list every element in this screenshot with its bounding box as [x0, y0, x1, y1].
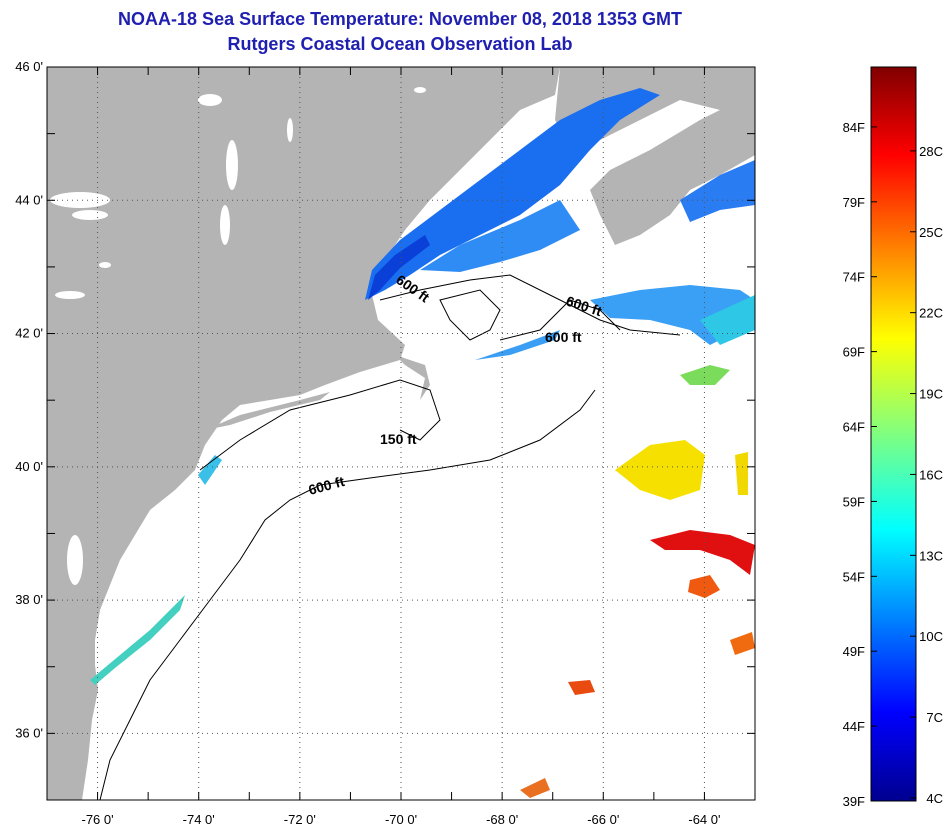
sst-yellow-east	[735, 452, 748, 495]
colorbar	[870, 66, 917, 802]
colorbar-c-label: 4C	[926, 791, 943, 806]
sst-scotian-shelf	[680, 160, 755, 222]
sst-red-patch	[650, 530, 755, 575]
colorbar-labels: 84F 79F 74F 69F 64F 59F 54F 49F 44F 39F 28C 25C 22C 1…	[843, 120, 943, 809]
colorbar-c-label: 19C	[919, 387, 943, 402]
colorbar-f-label: 79F	[843, 195, 865, 210]
colorbar-f-label: 44F	[843, 719, 865, 734]
sst-orange-patch-4	[520, 778, 550, 798]
lon-tick-label: -76 0'	[82, 812, 114, 827]
lat-tick-label: 46 0'	[15, 59, 43, 74]
axis-ticks	[47, 67, 755, 800]
colorbar-f-label: 64F	[843, 420, 865, 435]
depth-contours	[99, 274, 681, 800]
lat-tick-label: 40 0'	[15, 459, 43, 474]
lon-tick-label: -66 0'	[587, 812, 619, 827]
land-cape-cod	[395, 355, 430, 400]
colorbar-c-label: 7C	[926, 710, 943, 725]
colorbar-f-label: 39F	[843, 794, 865, 809]
sst-nearshore-dark-blue	[368, 235, 430, 300]
colorbar-f-label: 54F	[843, 569, 865, 584]
colorbar-f-label: 69F	[843, 345, 865, 360]
colorbar-f-label: 74F	[843, 270, 865, 285]
contour-label: 150 ft	[380, 431, 417, 447]
map-title-line1: NOAA-18 Sea Surface Temperature: Novembe…	[118, 9, 682, 29]
lon-tick-label: -74 0'	[183, 812, 215, 827]
axis-tick-labels: -76 0' -74 0' -72 0' -70 0' -68 0' -66 0' -64 …	[15, 59, 720, 827]
sst-green-patch	[680, 365, 730, 385]
lat-tick-label: 36 0'	[15, 725, 43, 740]
sst-orange-patch-1	[688, 575, 720, 598]
colorbar-c-label: 13C	[919, 548, 943, 563]
lon-tick-label: -72 0'	[284, 812, 316, 827]
colorbar-c-label: 22C	[919, 306, 943, 321]
contour-label: 600 ft	[545, 329, 582, 345]
colorbar-c-label: 10C	[919, 629, 943, 644]
colorbar-f-label: 59F	[843, 494, 865, 509]
sst-coastal-cyan-nj	[198, 455, 222, 485]
lon-tick-label: -70 0'	[385, 812, 417, 827]
sst-gulf-of-maine	[365, 88, 660, 300]
colorbar-f-label: 49F	[843, 644, 865, 659]
colorbar-c-label: 16C	[919, 467, 943, 482]
sst-yellow-warm-core	[615, 440, 705, 500]
land-long-island	[205, 392, 330, 430]
lat-tick-label: 44 0'	[15, 192, 43, 207]
coordinate-grid	[47, 67, 755, 800]
colorbar-f-label: 84F	[843, 120, 865, 135]
sst-coastal-cyan-va	[90, 595, 185, 685]
lat-tick-label: 42 0'	[15, 326, 43, 341]
colorbar-c-label: 28C	[919, 144, 943, 159]
sst-orange-patch-3	[568, 680, 595, 695]
colorbar-c-label: 25C	[919, 225, 943, 240]
sst-gulf-of-maine-inner	[420, 200, 580, 272]
lon-tick-label: -68 0'	[486, 812, 518, 827]
sst-orange-patch-2	[730, 632, 755, 655]
map-title-line2: Rutgers Coastal Ocean Observation Lab	[227, 34, 573, 54]
lat-tick-label: 38 0'	[15, 592, 43, 607]
inland-lakes	[50, 87, 426, 645]
lon-tick-label: -64 0'	[688, 812, 720, 827]
sst-cyan-band	[700, 295, 755, 345]
land-us-coast	[47, 67, 560, 800]
